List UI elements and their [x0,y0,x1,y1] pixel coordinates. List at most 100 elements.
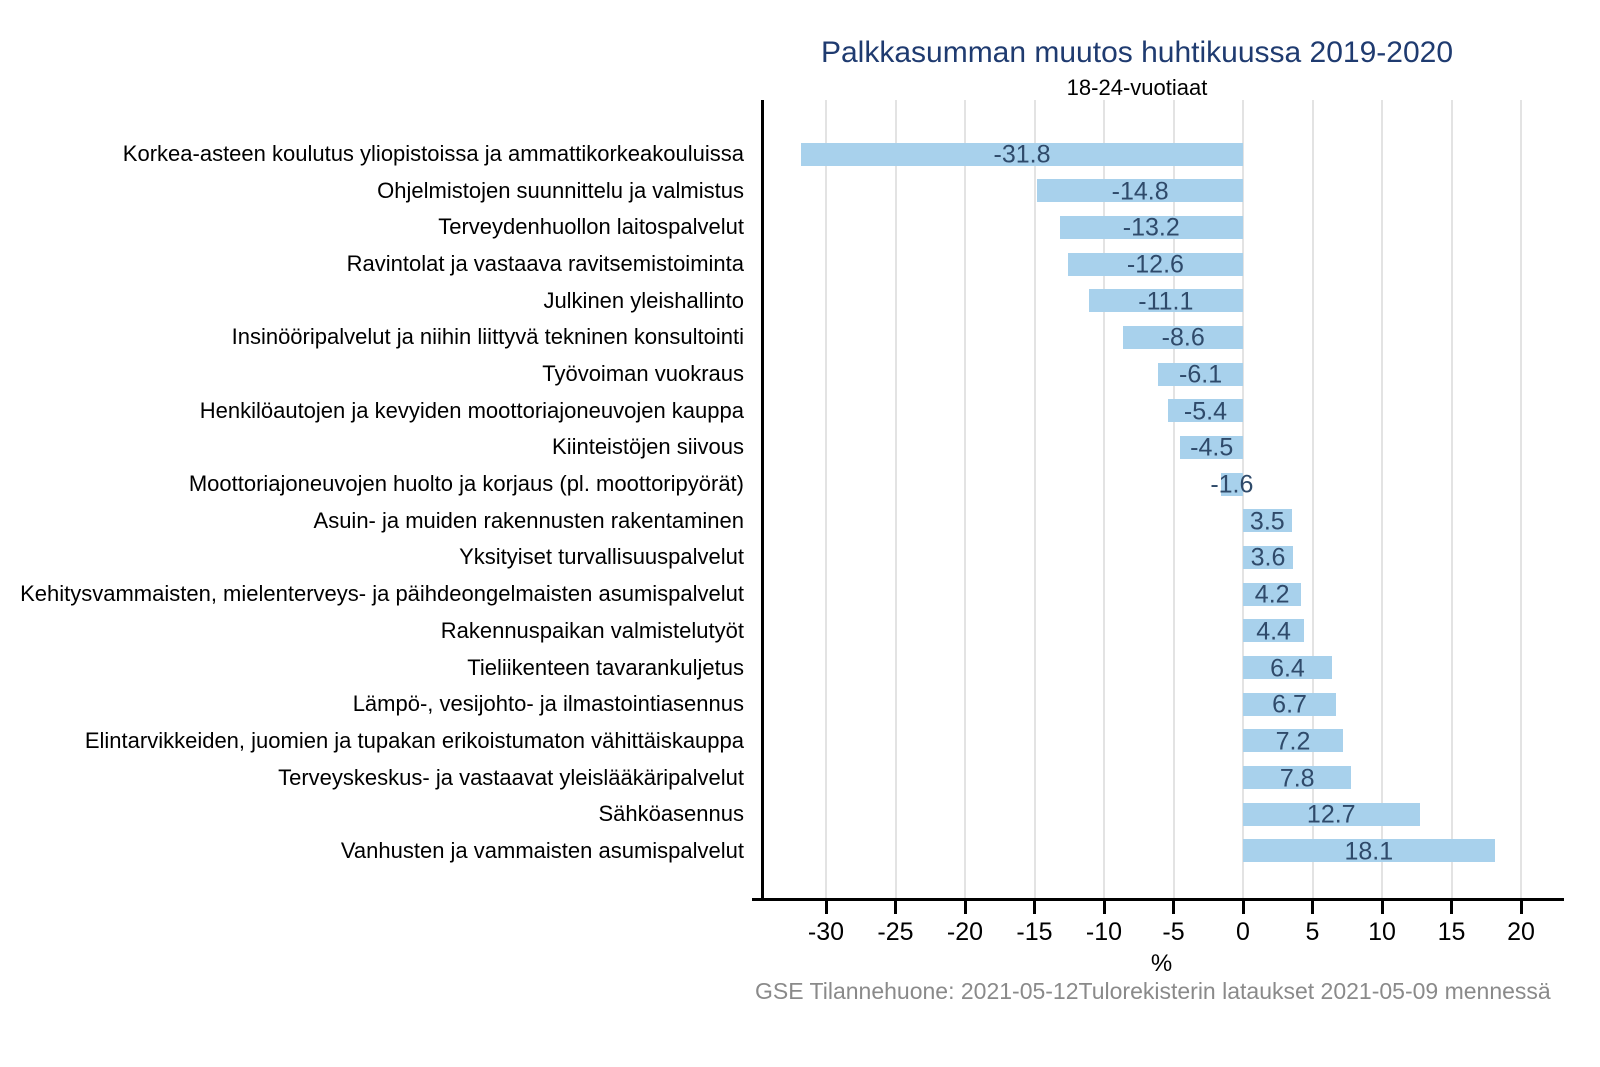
x-tick-label: 15 [1437,918,1466,946]
x-tick-label: -30 [807,918,845,946]
bar-value-label: -14.8 [1111,177,1169,206]
category-label: Terveyskeskus- ja vastaavat yleislääkäri… [278,764,744,790]
category-label: Ravintolat ja vastaava ravitsemistoimint… [346,251,744,277]
x-tick [1241,901,1245,914]
gridline [1172,100,1175,899]
bar-value-label: 3.6 [1250,543,1286,572]
bar-value-label: 12.7 [1306,800,1356,829]
x-tick-label: -20 [946,918,984,946]
bar [1243,582,1302,606]
x-tick [1033,901,1036,914]
category-label: Julkinen yleishallinto [543,287,744,313]
category-label: Elintarvikkeiden, juomien ja tupakan eri… [84,727,744,753]
footer-source-note: GSE Tilannehuone: 2021-05-12 [755,978,1079,1004]
bar-value-label: -6.1 [1179,360,1223,389]
bar [1243,802,1420,826]
x-tick [1519,901,1523,914]
bar [800,142,1243,166]
bar-value-label: -11.1 [1138,287,1194,316]
bar-value-label: 18.1 [1344,837,1394,866]
gridline [1450,100,1453,899]
gridline [825,100,827,899]
chart-title: Palkkasumman muutos huhtikuussa 2019-202… [820,36,1454,69]
category-label: Korkea-asteen koulutus yliopistoissa ja … [122,141,744,166]
category-label: Työvoiman vuokraus [542,361,744,387]
bar-value-label: 3.5 [1249,507,1285,536]
bar [1059,215,1243,239]
gridline [1381,100,1383,899]
x-tick-label: 10 [1368,918,1396,946]
category-label: Vanhusten ja vammaisten asumispalvelut [340,837,744,863]
footer-data-note: Tulorekisterin lataukset 2021-05-09 menn… [1078,978,1551,1004]
chart-subtitle: 18-24-vuotiaat [1066,75,1208,100]
category-label: Terveydenhuollon laitospalvelut [438,214,744,240]
category-label: Moottoriajoneuvojen huolto ja korjaus (p… [188,471,744,497]
category-label: Ohjelmistojen suunnittelu ja valmistus [377,177,744,203]
category-label: Insinööripalvelut ja niihin liittyvä tek… [231,324,744,350]
x-tick-label: -10 [1085,918,1123,946]
x-axis-line [752,898,1564,901]
bar [1243,619,1305,643]
x-tick-label: -15 [1016,918,1053,946]
category-label: Kehitysvammaisten, mielenterveys- ja päi… [20,581,744,607]
x-tick [824,901,828,914]
bar [1243,656,1332,680]
bar-value-label: 7.8 [1279,764,1315,793]
bar-value-label: -4.5 [1190,433,1234,462]
bar [1243,692,1337,716]
category-label: Lämpö-, vesijohto- ja ilmastointiasennus [352,691,744,717]
x-tick [1311,901,1314,914]
bar-value-label: -12.6 [1126,250,1184,279]
x-axis-label: % [1150,950,1173,977]
x-tick-label: -5 [1162,918,1185,946]
category-label: Yksityiset turvallisuuspalvelut [459,544,744,570]
category-label: Henkilöautojen ja kevyiden moottoriajone… [199,397,744,423]
bar-value-label: -1.6 [1210,470,1254,499]
x-tick [1172,901,1175,914]
category-label: Sähköasennus [598,801,744,827]
gridline [1242,100,1244,899]
bar [1158,362,1243,386]
category-label: Kiinteistöjen siivous [552,434,744,460]
x-tick [894,901,897,914]
bar [1037,179,1243,203]
bar [1088,289,1243,313]
bar [1123,325,1243,349]
gridline [1103,100,1105,899]
x-tick-label: 5 [1305,918,1320,946]
bar-value-label: 6.4 [1270,654,1305,683]
bar [1220,472,1243,496]
y-axis-line [761,100,764,901]
bar [1067,252,1243,276]
gridline [964,100,966,899]
bar-value-label: 4.2 [1254,580,1290,609]
gridline [1033,100,1036,899]
x-tick [1102,901,1106,914]
bar [1243,729,1344,753]
bar-value-label: 6.7 [1272,690,1307,719]
category-label: Tieliikenteen tavarankuljetus [467,654,744,680]
x-tick [1380,901,1384,914]
bar [1243,766,1352,790]
bar-value-label: -31.8 [993,140,1051,169]
bar [1243,509,1292,533]
category-label: Rakennuspaikan valmistelutyöt [440,617,744,643]
x-tick-label: 0 [1236,918,1250,946]
bar-value-label: -8.6 [1161,323,1205,352]
x-tick-label: -25 [877,918,914,946]
footer: GSE Tilannehuone: 2021-05-12 Tulorekiste… [755,978,1551,1005]
bar-value-label: 4.4 [1256,617,1291,646]
x-tick [963,901,967,914]
bar [1167,399,1243,423]
bar-value-label: -13.2 [1122,213,1180,242]
bar [1243,545,1294,569]
gridline [1520,100,1522,899]
bar-value-label: -5.4 [1183,397,1228,426]
bar-value-label: 7.2 [1275,727,1311,756]
x-tick [1450,901,1453,914]
x-tick-label: 20 [1507,918,1535,946]
gridline [894,100,897,899]
category-label: Asuin- ja muiden rakennusten rakentamine… [313,507,744,533]
bar [1180,435,1243,459]
